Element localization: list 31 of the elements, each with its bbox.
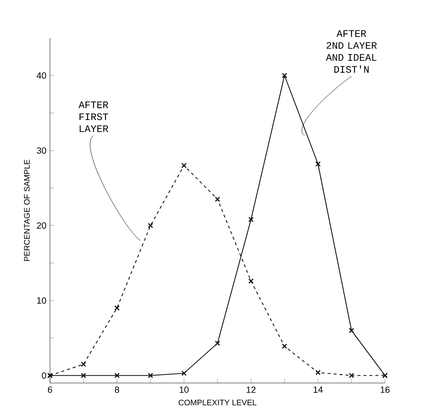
point <box>282 72 288 78</box>
y-tick-label: 20 <box>36 222 46 229</box>
point <box>114 372 120 378</box>
point <box>181 162 187 168</box>
annotation: AFTER 2ND LAYER AND IDEAL DIST'N <box>326 30 377 73</box>
x-tick-label: 14 <box>314 386 323 393</box>
x-tick-label: 16 <box>380 386 390 393</box>
point <box>315 161 321 167</box>
point <box>248 278 254 284</box>
point <box>214 196 220 202</box>
x-tick-label: 6 <box>48 386 52 393</box>
point <box>248 216 254 222</box>
point <box>282 344 288 349</box>
y-tick-label: 30 <box>36 147 46 154</box>
point <box>315 370 321 376</box>
point <box>348 372 354 378</box>
point <box>80 372 86 378</box>
point <box>148 372 154 378</box>
x-tick-label: 12 <box>246 386 256 393</box>
point <box>214 340 220 346</box>
point <box>80 362 86 367</box>
y-tick-label: 0 <box>42 372 46 379</box>
annotation: AFTER FIRST LAYER <box>78 102 108 132</box>
x-tick-label: 8 <box>114 386 120 393</box>
y-tick-label: 10 <box>37 297 46 304</box>
point <box>181 370 187 376</box>
x-tick-label: 10 <box>180 386 189 393</box>
point <box>148 222 154 228</box>
point <box>348 328 354 334</box>
y-tick-label: 40 <box>36 72 46 79</box>
point <box>114 305 120 311</box>
